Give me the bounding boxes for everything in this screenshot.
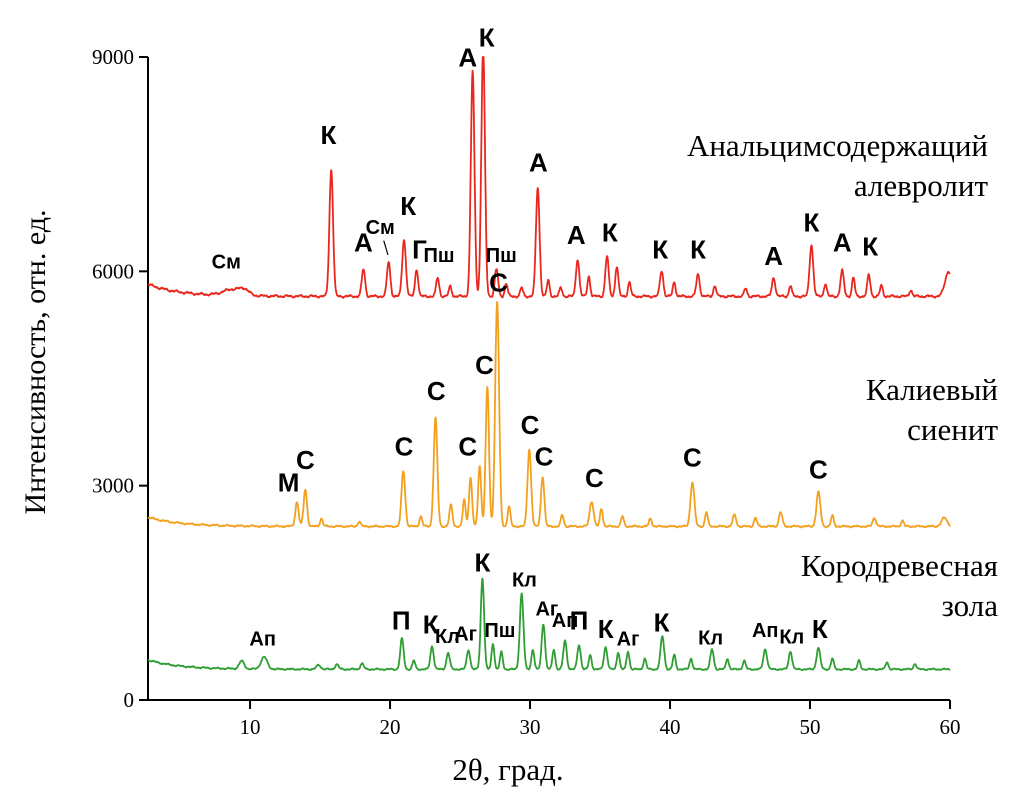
peak-label-leader — [383, 240, 389, 256]
series-annotation: Анальцимсодержащий алевролит — [687, 126, 988, 206]
peak-label: Кл — [779, 627, 804, 649]
series-line-2 — [147, 577, 951, 672]
peak-label: А — [458, 42, 477, 72]
peak-label: С — [809, 455, 828, 485]
peak-label: К — [690, 234, 706, 264]
y-tick-label: 6000 — [92, 259, 134, 283]
x-tick-label: 60 — [940, 715, 961, 739]
peak-label: С — [683, 442, 702, 472]
peak-label: Кл — [698, 627, 723, 649]
series-line-1 — [147, 301, 951, 529]
peak-label: С — [475, 350, 494, 380]
peak-label: Ап — [752, 620, 779, 642]
series-line-0 — [147, 56, 951, 299]
peak-label: К — [654, 607, 670, 637]
peak-label: С — [535, 442, 554, 472]
x-tick-label: 20 — [380, 715, 401, 739]
peak-label: Кл — [435, 626, 460, 648]
peak-label: Аг — [617, 629, 640, 651]
peak-label: С — [489, 267, 508, 297]
series-annotation-line: зола — [941, 588, 998, 623]
series-annotation-line: сиенит — [907, 412, 998, 447]
peak-label: См — [212, 251, 241, 273]
x-tick-label: 30 — [520, 715, 541, 739]
series-annotation: Кородревесная зола — [801, 546, 998, 626]
peak-label: К — [598, 614, 614, 644]
x-axis-title: 2θ, град. — [452, 752, 564, 787]
peak-label: Кл — [512, 569, 537, 591]
peak-label: А — [833, 227, 852, 257]
peak-label: А — [567, 220, 586, 250]
peak-label: К — [652, 234, 668, 264]
series-annotation: Калиевый сиенит — [866, 370, 998, 450]
peak-label: Аг — [535, 599, 558, 621]
peak-label: К — [423, 610, 439, 640]
peak-label: Пш — [424, 245, 455, 267]
peak-label: П — [570, 605, 589, 635]
peak-label: К — [400, 191, 416, 221]
peak-label: Пш — [486, 245, 517, 267]
x-tick-label: 10 — [240, 715, 261, 739]
peak-label: С — [395, 432, 414, 462]
peak-label: Ап — [249, 629, 276, 651]
peak-label: К — [803, 207, 819, 237]
peak-label: П — [392, 605, 411, 635]
peak-label: М — [278, 467, 300, 497]
peak-label: Ап — [552, 610, 579, 632]
peak-label: Г — [412, 234, 427, 264]
peak-label: К — [862, 232, 878, 262]
peak-label: Пш — [484, 620, 515, 642]
peak-label: С — [585, 463, 604, 493]
x-tick-label: 50 — [800, 715, 821, 739]
series-annotation-line: алевролит — [853, 168, 988, 203]
y-tick-label: 9000 — [92, 45, 134, 69]
peak-label: С — [296, 445, 315, 475]
peak-label: К — [474, 547, 490, 577]
peak-label: С — [521, 410, 540, 440]
peak-label: К — [479, 22, 495, 52]
peak-label: С — [458, 432, 477, 462]
series-annotation-line: Анальцимсодержащий — [686, 128, 988, 163]
series-annotation-line: Калиевый — [865, 372, 998, 407]
series-annotation-line: Кородревесная — [800, 548, 998, 583]
peak-label: См — [366, 217, 395, 239]
peak-label: А — [764, 241, 783, 271]
peak-label: К — [321, 120, 337, 150]
peak-label: К — [812, 614, 828, 644]
peak-label: Аг — [454, 624, 477, 646]
y-tick-label: 0 — [124, 688, 135, 712]
peak-label: С — [427, 376, 446, 406]
peak-label: А — [529, 147, 548, 177]
peak-label: К — [602, 217, 618, 247]
y-tick-label: 3000 — [92, 474, 134, 498]
x-tick-label: 40 — [660, 715, 681, 739]
peak-label: А — [354, 227, 373, 257]
